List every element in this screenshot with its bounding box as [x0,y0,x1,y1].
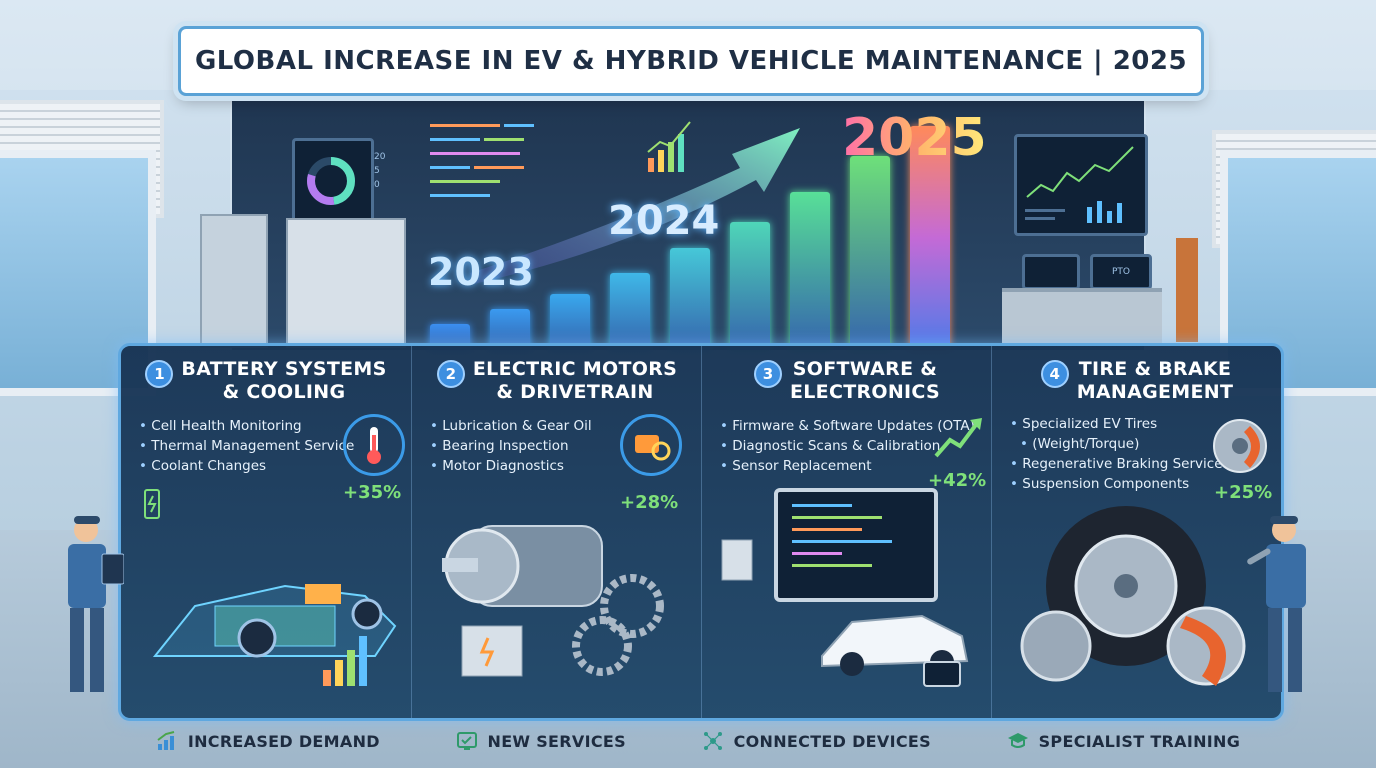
growth-bar [670,248,710,350]
category-header: 3 SOFTWARE & ELECTRONICS [702,358,992,404]
page-title: GLOBAL INCREASE IN EV & HYBRID VEHICLE M… [194,46,1188,76]
category-header: 1 BATTERY SYSTEMS & COOLING [121,358,411,404]
workbench [1002,288,1162,346]
category-title-line1: TIRE & BRAKE [1078,358,1232,380]
footer-item-increased-demand: INCREASED DEMAND [156,730,380,752]
tool-cabinet [286,218,406,348]
growth-bar [790,192,830,350]
growth-arrow-icon [470,128,800,284]
category-number-badge: 1 [145,360,174,388]
service-item: Specialized EV Tires [1010,414,1223,434]
network-icon [703,732,722,750]
service-item: Sensor Replacement [720,456,975,476]
tire-brake-illustration [1020,506,1246,686]
category-title: ELECTRIC MOTORS & DRIVETRAIN [473,358,677,404]
footer-label: SPECIALIST TRAINING [1038,731,1241,751]
service-item: Motor Diagnostics [430,456,592,476]
category-tire-brake: 4 TIRE & BRAKE MANAGEMENT Specialized EV… [991,346,1282,718]
service-list: Specialized EV Tires (Weight/Torque) Reg… [1010,414,1223,494]
motor-gear-icon [620,414,682,476]
wall-display-line-chart [1014,134,1148,236]
footer-item-specialist-training: SPECIALIST TRAINING [1007,730,1241,752]
brake-disc-icon [1213,419,1267,473]
footer-highlights: INCREASED DEMAND NEW SERVICES CONNECTED … [118,718,1278,764]
readout-3: 0 [374,180,380,190]
service-item: Firmware & Software Updates (OTA) [720,416,975,436]
category-number-badge: 4 [1040,360,1069,388]
category-title-line2: MANAGEMENT [1076,381,1234,403]
category-title-line1: SOFTWARE & [792,358,938,380]
category-battery-systems: 1 BATTERY SYSTEMS & COOLING Cell Health … [121,346,411,718]
bar-chart-icon [157,731,175,750]
mini-bar-chart-icon [646,118,696,178]
year-2025-label: 2025 [842,108,987,168]
readout-2: 5 [374,166,380,176]
growth-bar [550,294,590,350]
category-title-line2: & COOLING [222,381,346,403]
graduation-cap-icon [1007,733,1028,748]
ev-battery-car-illustration [144,489,397,686]
footer-item-new-services: NEW SERVICES [456,730,626,752]
growth-bar [730,222,770,350]
maintenance-categories-panel: 1 BATTERY SYSTEMS & COOLING Cell Health … [118,343,1284,721]
mechanic-right [1247,516,1306,692]
electric-motor-illustration [442,525,664,677]
service-screen-icon [456,732,477,750]
readout-1: 20 [374,152,386,162]
footer-label: NEW SERVICES [487,731,626,751]
code-lines-decoration [430,120,550,234]
electrical-cabinet [200,214,268,348]
category-title-line1: ELECTRIC MOTORS [472,358,678,380]
desk-monitor-left [1022,254,1080,290]
service-item: Regenerative Braking Service [1010,454,1222,474]
footer-label: CONNECTED DEVICES [733,731,931,751]
monitor-readouts: 20 5 0 [374,150,385,192]
increase-percentage: +28% [620,492,679,513]
category-title: SOFTWARE & ELECTRONICS [790,358,940,404]
service-item: Coolant Changes [139,456,354,476]
service-item: Diagnostic Scans & Calibration [720,436,975,456]
thermometer-icon [343,414,405,476]
year-2024-label: 2024 [608,198,720,244]
title-banner: GLOBAL INCREASE IN EV & HYBRID VEHICLE M… [178,26,1204,96]
category-title-line1: BATTERY SYSTEMS [181,358,387,380]
increase-percentage: +25% [1214,482,1273,503]
wall-display-donut-chart [292,138,374,226]
service-list: Firmware & Software Updates (OTA) Diagno… [720,416,975,476]
trend-up-icon [934,418,982,458]
category-number-badge: 2 [436,360,465,388]
category-number-badge: 3 [753,360,782,388]
service-item: (Weight/Torque) [1010,434,1223,454]
category-header: 2 ELECTRIC MOTORS & DRIVETRAIN [412,358,702,404]
footer-label: INCREASED DEMAND [187,731,380,751]
diagnostic-computer-car-illustration [721,488,969,687]
service-item: Thermal Management Service [139,436,354,456]
service-item: Lubrication & Gear Oil [430,416,591,436]
year-2023-label: 2023 [428,250,534,294]
service-item: Cell Health Monitoring [139,416,354,436]
footer-item-connected-devices: CONNECTED DEVICES [702,730,931,752]
donut-chart-icon [307,157,355,205]
line-chart-icon [1025,146,1134,223]
category-electric-motors: 2 ELECTRIC MOTORS & DRIVETRAIN Lubricati… [411,346,702,718]
category-software-electronics: 3 SOFTWARE & ELECTRONICS Firmware & Soft… [701,346,992,718]
increase-percentage: +42% [928,470,987,491]
growth-bar [850,156,890,350]
growth-bar [610,273,650,350]
lift-post [1176,238,1198,342]
category-title-line2: & DRIVETRAIN [496,381,654,403]
monitor-screen-label: PTO [1111,267,1130,277]
service-list: Lubrication & Gear Oil Bearing Inspectio… [430,416,592,476]
increase-percentage: +35% [343,482,402,503]
category-header: 4 TIRE & BRAKE MANAGEMENT [992,358,1282,404]
desk-monitor-right: PTO [1090,254,1152,290]
category-title: TIRE & BRAKE MANAGEMENT [1077,358,1234,404]
category-title: BATTERY SYSTEMS & COOLING [181,358,386,404]
service-item: Suspension Components [1010,474,1223,494]
service-list: Cell Health Monitoring Thermal Managemen… [139,416,354,476]
growth-bar [910,126,950,350]
service-item: Bearing Inspection [430,436,592,456]
category-title-line2: ELECTRONICS [789,381,940,403]
mechanic-left [68,516,124,692]
